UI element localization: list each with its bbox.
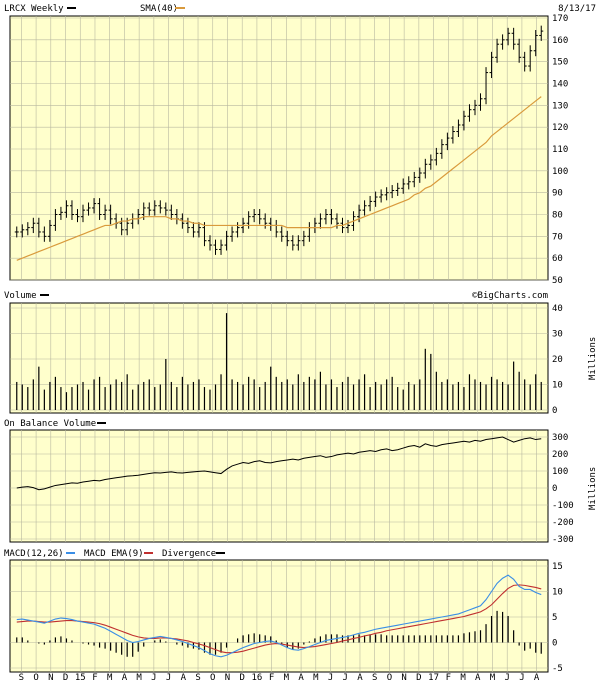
x-tick-label: J bbox=[343, 673, 348, 683]
x-tick-label: O bbox=[33, 673, 38, 683]
x-tick-label: 16 bbox=[251, 673, 262, 683]
macd-y-tick-label: 10 bbox=[552, 588, 563, 598]
volume-y-tick-label: 30 bbox=[552, 330, 563, 340]
price-y-tick-label: 100 bbox=[552, 167, 568, 177]
price-y-tick-label: 160 bbox=[552, 36, 568, 46]
macd-y-tick-label: 0 bbox=[552, 639, 557, 649]
x-tick-label: F bbox=[269, 673, 274, 683]
divergence-label: Divergence bbox=[162, 549, 216, 559]
x-tick-label: M bbox=[107, 673, 113, 683]
x-tick-label: D bbox=[239, 673, 244, 683]
price-y-tick-label: 110 bbox=[552, 145, 568, 155]
obv-y-tick-label: -100 bbox=[552, 501, 574, 511]
obv-panel bbox=[9, 429, 549, 543]
obv-line bbox=[16, 436, 542, 491]
price-y-tick-label: 130 bbox=[552, 101, 568, 111]
x-tick-label: A bbox=[534, 673, 540, 683]
x-tick-label: 17 bbox=[428, 673, 439, 683]
x-tick-label: J bbox=[328, 673, 333, 683]
x-tick-label: O bbox=[387, 673, 392, 683]
x-tick-label: D bbox=[63, 673, 68, 683]
macd-y-tick-label: 5 bbox=[552, 613, 557, 623]
volume-label: Volume bbox=[4, 291, 37, 301]
macd-panel bbox=[9, 559, 549, 673]
x-tick-label: M bbox=[490, 673, 496, 683]
symbol-label: LRCX Weekly bbox=[4, 4, 64, 14]
x-tick-label: M bbox=[460, 673, 466, 683]
x-tick-label: J bbox=[166, 673, 171, 683]
macd-y-tick-label: -5 bbox=[552, 664, 563, 674]
volume-y-tick-label: 40 bbox=[552, 304, 563, 314]
price-panel bbox=[9, 15, 549, 281]
volume-unit-label: Millions bbox=[588, 337, 598, 380]
obv-y-tick-label: 300 bbox=[552, 433, 568, 443]
price-y-tick-label: 50 bbox=[552, 276, 563, 286]
price-y-tick-label: 80 bbox=[552, 211, 563, 221]
price-y-tick-label: 140 bbox=[552, 80, 568, 90]
x-tick-label: J bbox=[504, 673, 509, 683]
x-tick-label: F bbox=[92, 673, 97, 683]
price-y-tick-label: 120 bbox=[552, 123, 568, 133]
obv-y-tick-label: 100 bbox=[552, 467, 568, 477]
x-tick-label: A bbox=[475, 673, 481, 683]
x-tick-label: D bbox=[416, 673, 421, 683]
obv-y-tick-label: 0 bbox=[552, 484, 557, 494]
x-tick-label: N bbox=[401, 673, 406, 683]
volume-y-tick-label: 20 bbox=[552, 355, 563, 365]
x-tick-label: M bbox=[136, 673, 142, 683]
x-tick-label: S bbox=[372, 673, 377, 683]
macd-ema-label: MACD EMA(9) bbox=[84, 549, 144, 559]
x-tick-label: O bbox=[210, 673, 215, 683]
x-tick-label: M bbox=[313, 673, 319, 683]
macd-label: MACD(12,26) bbox=[4, 549, 64, 559]
x-tick-label: A bbox=[298, 673, 304, 683]
volume-panel bbox=[9, 302, 549, 414]
price-y-tick-label: 170 bbox=[552, 14, 568, 24]
x-tick-label: N bbox=[225, 673, 230, 683]
x-tick-label: S bbox=[19, 673, 24, 683]
obv-y-tick-label: 200 bbox=[552, 450, 568, 460]
price-y-tick-label: 150 bbox=[552, 58, 568, 68]
sma-line bbox=[16, 96, 542, 261]
x-tick-label: S bbox=[195, 673, 200, 683]
x-tick-label: M bbox=[284, 673, 290, 683]
macd-y-tick-label: 15 bbox=[552, 562, 563, 572]
chart-date: 8/13/17 bbox=[558, 4, 596, 14]
x-tick-label: J bbox=[151, 673, 156, 683]
obv-label: On Balance Volume bbox=[4, 419, 96, 429]
macd-line bbox=[16, 574, 542, 658]
price-y-tick-label: 60 bbox=[552, 254, 563, 264]
obv-y-tick-label: -200 bbox=[552, 518, 574, 528]
watermark: ©BigCharts.com bbox=[472, 291, 548, 301]
x-tick-label: A bbox=[181, 673, 187, 683]
x-tick-label: J bbox=[519, 673, 524, 683]
sma-label: SMA(40) bbox=[140, 4, 178, 14]
x-tick-label: 15 bbox=[75, 673, 86, 683]
x-tick-label: A bbox=[357, 673, 363, 683]
x-tick-label: N bbox=[48, 673, 53, 683]
x-tick-label: F bbox=[446, 673, 451, 683]
volume-y-tick-label: 0 bbox=[552, 406, 557, 416]
price-y-tick-label: 90 bbox=[552, 189, 563, 199]
x-tick-label: A bbox=[122, 673, 128, 683]
obv-unit-label: Millions bbox=[588, 467, 598, 510]
obv-y-tick-label: -300 bbox=[552, 535, 574, 545]
price-y-tick-label: 70 bbox=[552, 232, 563, 242]
volume-y-tick-label: 10 bbox=[552, 381, 563, 391]
